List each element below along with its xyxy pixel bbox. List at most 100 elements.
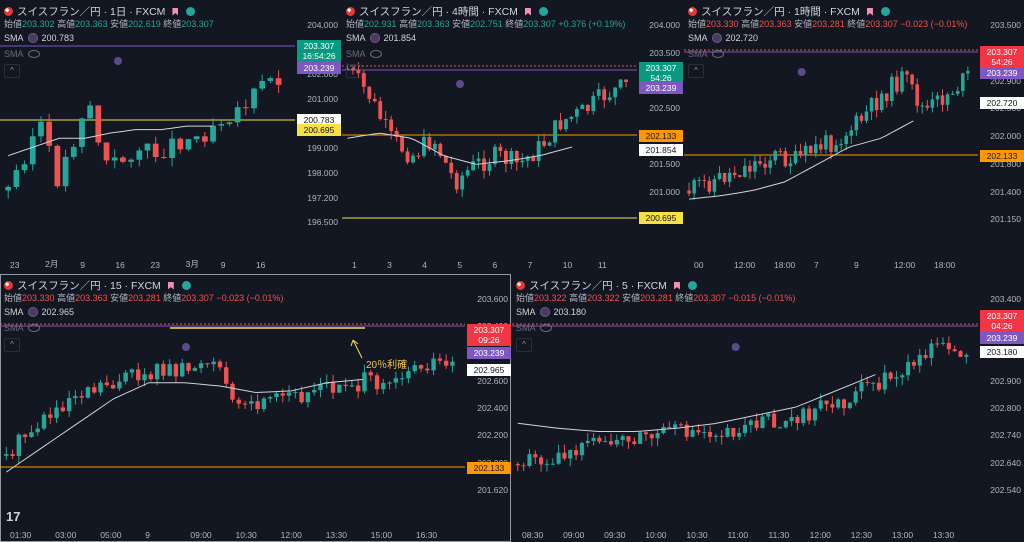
ohlc-value: 安値: [452, 19, 471, 29]
time-axis-label: 9: [854, 260, 859, 270]
bookmark-icon[interactable]: [167, 281, 174, 290]
candle-body: [29, 136, 36, 165]
collapse-legend-button[interactable]: ^: [4, 64, 20, 78]
candle-body: [367, 86, 372, 99]
candle-body: [418, 365, 424, 369]
candle-body: [707, 180, 712, 192]
price-axis-label: 201.800: [990, 158, 1021, 169]
eye-hidden-icon[interactable]: [27, 324, 40, 332]
ohlc-value: 安値: [110, 19, 129, 29]
eye-hidden-icon[interactable]: [369, 50, 382, 58]
candle-body: [692, 180, 696, 194]
ohlc-value: 安値: [794, 19, 813, 29]
candle-body: [493, 146, 497, 165]
bookmark-icon[interactable]: [172, 7, 179, 16]
price-badge-purple: 203.239: [297, 62, 341, 74]
candle-body: [760, 416, 765, 429]
chart-pane-daily[interactable]: スイスフラン／円 · 1日 · FXCM 始値203.302 高値203.363 …: [0, 0, 341, 272]
sma-legend-hidden[interactable]: SMA: [516, 323, 552, 333]
sma-legend[interactable]: SMA 201.854: [346, 33, 416, 43]
ohlc-value: 203.330: [22, 293, 55, 303]
candle-body: [521, 465, 526, 467]
eye-hidden-icon[interactable]: [539, 324, 552, 332]
price-badge-white: 202.965: [467, 364, 511, 376]
candle-body: [443, 360, 449, 366]
sma-legend[interactable]: SMA 202.720: [688, 33, 758, 43]
time-axis-label: 12:00: [894, 260, 916, 270]
collapse-legend-button[interactable]: ^: [4, 338, 20, 352]
candle-body: [422, 136, 426, 156]
badge-price: 200.695: [645, 213, 677, 223]
price-chart-canvas[interactable]: [684, 0, 1024, 272]
price-chart-canvas[interactable]: [0, 0, 341, 272]
candle-body: [13, 170, 20, 187]
eye-hidden-icon[interactable]: [711, 50, 724, 58]
collapse-legend-button[interactable]: ^: [516, 338, 532, 352]
candle-body: [427, 136, 432, 150]
candle-body: [152, 143, 159, 158]
candle-body: [773, 151, 778, 161]
candle-body: [558, 120, 563, 130]
bookmark-icon[interactable]: [673, 281, 680, 290]
collapse-legend-button[interactable]: ^: [688, 64, 704, 78]
candle-body: [226, 122, 233, 125]
candle-body: [713, 435, 718, 437]
candle-body: [169, 138, 175, 159]
tradingview-logo[interactable]: 17: [6, 509, 21, 524]
price-axis-label: 201.500: [649, 158, 680, 169]
candle-body: [361, 73, 366, 87]
time-axis-label: 15:00: [370, 530, 393, 540]
chart-pane-h1[interactable]: スイスフラン／円 · 1時間 · FXCM 始値203.330 高値203.363…: [684, 0, 1024, 272]
candle-body: [890, 76, 894, 102]
sma-legend-hidden[interactable]: SMA: [346, 49, 382, 59]
indicator-settings-icon[interactable]: [539, 307, 550, 317]
price-axis-label: 202.000: [307, 69, 338, 80]
chart-pane-m5[interactable]: スイスフラン／円 · 5 · FXCM 始値203.322 高値203.322 安…: [512, 274, 1024, 542]
price-axis-label: 203.500: [649, 47, 680, 58]
price-axis-label: 197.200: [307, 192, 338, 203]
symbol-header[interactable]: スイスフラン／円 · 1時間 · FXCM: [688, 4, 890, 19]
symbol-header[interactable]: スイスフラン／円 · 15 · FXCM: [4, 278, 191, 293]
sma-legend-hidden[interactable]: SMA: [4, 323, 40, 333]
sma-legend[interactable]: SMA 203.180: [516, 307, 586, 317]
candle-body: [910, 74, 914, 85]
sma-legend-hidden[interactable]: SMA: [688, 49, 724, 59]
symbol-header[interactable]: スイスフラン／円 · 4時間 · FXCM: [346, 4, 548, 19]
bookmark-icon[interactable]: [866, 7, 873, 16]
time-axis-label: 10: [562, 260, 573, 270]
candle-body: [374, 375, 380, 390]
candle-body: [696, 430, 701, 433]
price-chart-canvas[interactable]: [512, 274, 1024, 542]
eye-hidden-icon[interactable]: [27, 50, 40, 58]
candle-body: [772, 413, 777, 428]
candle-body: [717, 173, 722, 180]
price-chart-canvas[interactable]: [342, 0, 683, 272]
chart-pane-m15[interactable]: スイスフラン／円 · 15 · FXCM 始値203.330 高値203.363 …: [0, 274, 511, 542]
collapse-legend-button[interactable]: ^: [346, 64, 362, 78]
candle-body: [487, 164, 492, 171]
indicator-settings-icon[interactable]: [369, 33, 380, 43]
candle-body: [737, 432, 742, 437]
sma-legend[interactable]: SMA 202.965: [4, 307, 74, 317]
sma-legend-hidden[interactable]: SMA: [4, 49, 40, 59]
ohlc-value: 203.322: [534, 293, 567, 303]
candle-body: [884, 93, 889, 102]
chart-pane-h4[interactable]: スイスフラン／円 · 4時間 · FXCM 始値202.931 高値203.363…: [342, 0, 683, 272]
price-axis-label: 202.000: [990, 131, 1021, 141]
price-chart-canvas[interactable]: [0, 274, 511, 542]
candle-body: [406, 371, 411, 379]
candle-body: [103, 142, 110, 161]
ohlc-legend: 始値203.330 高値203.363 安値203.281 終値203.307 …: [4, 291, 283, 304]
candle-body: [41, 414, 47, 429]
indicator-settings-icon[interactable]: [711, 33, 722, 43]
candle-body: [117, 381, 122, 389]
candle-body: [859, 115, 864, 121]
symbol-header[interactable]: スイスフラン／円 · 5 · FXCM: [516, 278, 697, 293]
time-axis-label: 10:30: [686, 530, 708, 540]
bookmark-icon[interactable]: [524, 7, 531, 16]
indicator-settings-icon[interactable]: [27, 33, 38, 43]
symbol-header[interactable]: スイスフラン／円 · 1日 · FXCM: [4, 4, 196, 19]
indicator-settings-icon[interactable]: [27, 307, 38, 317]
sma-legend[interactable]: SMA 200.783: [4, 33, 74, 43]
annotation-text[interactable]: 20％利確: [366, 360, 408, 371]
